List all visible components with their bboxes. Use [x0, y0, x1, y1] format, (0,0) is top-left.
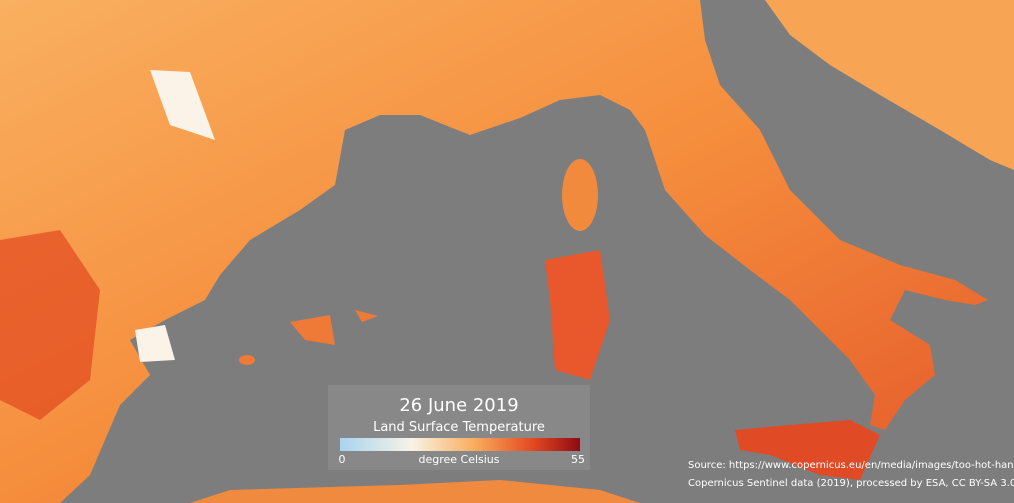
legend-title: Land Surface Temperature [373, 420, 545, 435]
sardinia [545, 250, 610, 380]
north-africa [190, 480, 640, 503]
colorbar-label: degree Celsius [418, 453, 499, 466]
colorbar-min: 0 [339, 453, 346, 466]
ibiza [239, 355, 255, 365]
white-patch [135, 325, 175, 362]
white-patch [150, 70, 215, 140]
sicily [735, 420, 880, 480]
mainland [0, 0, 988, 503]
menorca [355, 310, 378, 322]
legend-box [328, 385, 590, 470]
balkans [765, 0, 1014, 170]
colorbar-max: 55 [571, 453, 585, 466]
hot-region [0, 230, 100, 420]
corsica [562, 159, 598, 231]
source-line: Source: https://www.copernicus.eu/en/med… [688, 460, 1014, 471]
colorbar [340, 438, 580, 451]
source-line: Copernicus Sentinel data (2019), process… [688, 478, 1014, 489]
mallorca [290, 315, 335, 345]
date: 26 June 2019 [399, 395, 518, 416]
